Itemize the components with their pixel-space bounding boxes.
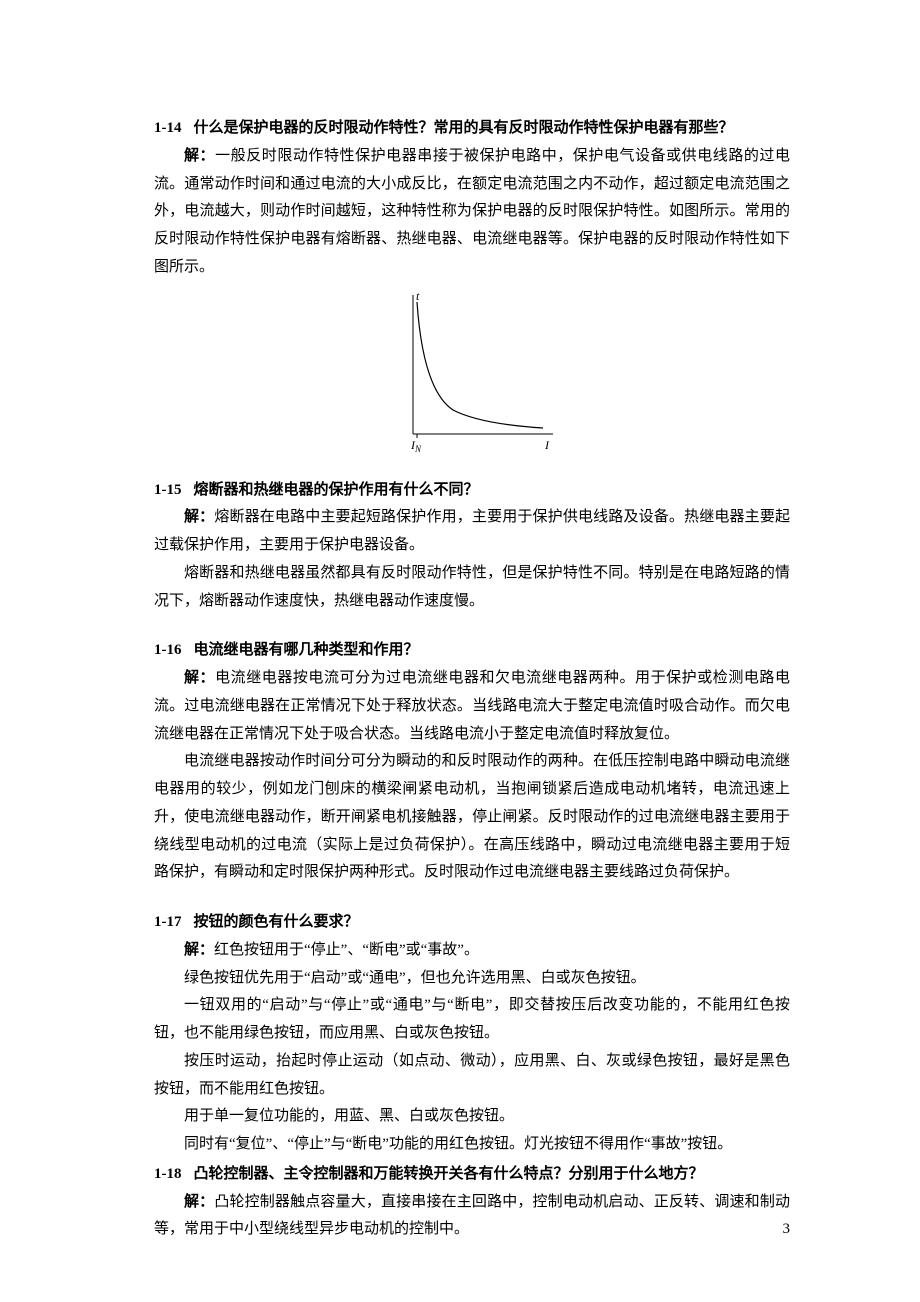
section-1-15: 1-15 熔断器和热继电器的保护作用有什么不同？ 解：熔断器在电路中主要起短路保护… xyxy=(154,477,790,616)
heading-1-17: 1-17 按钮的颜色有什么要求？ xyxy=(154,909,790,937)
para: 解：电流继电器按电流可分为过电流继电器和欠电流继电器两种。用于保护或检测电路电流… xyxy=(154,665,790,748)
heading-1-14: 1-14 什么是保护电器的反时限动作特性？常用的具有反时限动作特性保护电器有那些？ xyxy=(154,115,790,143)
heading-num: 1-14 xyxy=(154,120,182,136)
x-axis-label-i: I xyxy=(544,438,550,452)
y-axis-label: t xyxy=(416,290,420,303)
section-1-16: 1-16 电流继电器有哪几种类型和作用？ 解：电流继电器按电流可分为过电流继电器和… xyxy=(154,637,790,887)
para: 用于单一复位功能的，用蓝、黑、白或灰色按钮。 xyxy=(154,1103,790,1131)
para: 解：一般反时限动作特性保护电器串接于被保护电路中，保护电气设备或供电线路的过电流… xyxy=(154,143,790,282)
heading-title: 凸轮控制器、主令控制器和万能转换开关各有什么特点？分别用于什么地方？ xyxy=(194,1166,704,1182)
inverse-time-chart: t IN I xyxy=(385,290,560,455)
heading-1-16: 1-16 电流继电器有哪几种类型和作用？ xyxy=(154,637,790,665)
heading-1-18: 1-18 凸轮控制器、主令控制器和万能转换开关各有什么特点？分别用于什么地方？ xyxy=(154,1161,790,1189)
heading-title: 熔断器和热继电器的保护作用有什么不同？ xyxy=(194,482,479,498)
inverse-time-curve xyxy=(417,302,543,428)
heading-title: 什么是保护电器的反时限动作特性？常用的具有反时限动作特性保护电器有那些？ xyxy=(194,120,734,136)
section-1-14: 1-14 什么是保护电器的反时限动作特性？常用的具有反时限动作特性保护电器有那些？… xyxy=(154,115,790,455)
section-1-17: 1-17按钮的颜色有什么要求？ 解：红色按钮用于“停止”、“断电”或“事故”。 … xyxy=(154,909,790,1159)
heading-title: 电流继电器有哪几种类型和作用？ xyxy=(194,642,419,658)
heading-num: 1-16 xyxy=(154,642,182,658)
para: 解：凸轮控制器触点容量大，直接串接在主回路中，控制电动机启动、正反转、调速和制动… xyxy=(154,1189,790,1245)
para: 同时有“复位”、“停止”与“断电”功能的用红色按钮。灯光按钮不得用作“事故”按钮… xyxy=(154,1131,790,1159)
para: 一钮双用的“启动”与“停止”或“通电”与“断电”，即交替按压后改变功能的，不能用… xyxy=(154,992,790,1048)
heading-num: 1-15 xyxy=(154,482,182,498)
para: 解：红色按钮用于“停止”、“断电”或“事故”。 xyxy=(154,937,790,965)
heading-num: 1-18 xyxy=(154,1166,182,1182)
page-number: 3 xyxy=(783,1216,791,1244)
inverse-time-chart-wrap: t IN I xyxy=(154,290,790,455)
para: 绿色按钮优先用于“启动”或“通电”，但也允许选用黑、白或灰色按钮。 xyxy=(154,965,790,993)
x-axis-label-in: IN xyxy=(410,438,422,454)
heading-title: 按钮的颜色有什么要求？ xyxy=(194,914,359,930)
para: 熔断器和热继电器虽然都具有反时限动作特性，但是保护特性不同。特别是在电路短路的情… xyxy=(154,560,790,616)
para: 按压时运动，抬起时停止运动（如点动、微动），应用黑、白、灰或绿色按钮，最好是黑色… xyxy=(154,1048,790,1104)
para: 解：熔断器在电路中主要起短路保护作用，主要用于保护供电线路及设备。热继电器主要起… xyxy=(154,504,790,560)
section-1-18: 1-18 凸轮控制器、主令控制器和万能转换开关各有什么特点？分别用于什么地方？ 解… xyxy=(154,1161,790,1244)
heading-num: 1-17 xyxy=(154,914,182,930)
para: 电流继电器按动作时间分可分为瞬动的和反时限动作的两种。在低压控制电路中瞬动电流继… xyxy=(154,748,790,887)
heading-1-15: 1-15 熔断器和热继电器的保护作用有什么不同？ xyxy=(154,477,790,505)
